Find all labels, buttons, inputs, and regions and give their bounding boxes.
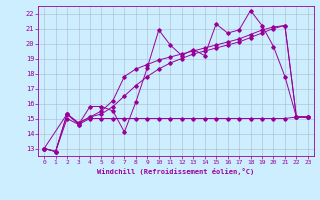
X-axis label: Windchill (Refroidissement éolien,°C): Windchill (Refroidissement éolien,°C) (97, 168, 255, 175)
